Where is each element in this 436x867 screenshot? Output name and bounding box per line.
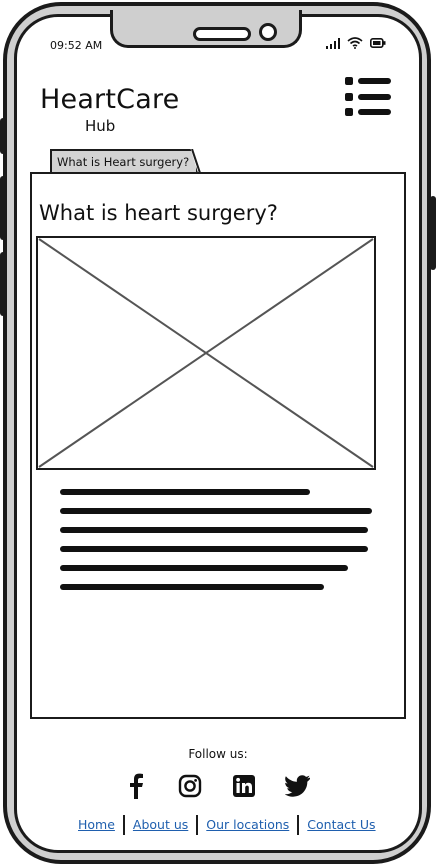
footer-link-our-locations[interactable]: Our locations: [206, 817, 290, 832]
image-placeholder: [36, 236, 376, 470]
footer-link-contact-us[interactable]: Contact Us: [307, 817, 376, 832]
instagram-icon[interactable]: [176, 772, 204, 800]
battery-icon: [370, 38, 386, 48]
phone-notch: [110, 10, 302, 48]
twitter-icon[interactable]: [284, 772, 312, 800]
front-camera: [259, 23, 277, 41]
text-line-placeholder: [60, 527, 368, 533]
status-icons: [326, 37, 386, 49]
paragraph-placeholder: [60, 487, 372, 601]
phone-side-button: [0, 118, 6, 154]
footer-divider: [122, 815, 125, 835]
tab-edge: [191, 149, 201, 173]
footer-link-about-us[interactable]: About us: [132, 817, 189, 832]
follow-us-label: Follow us:: [188, 747, 248, 761]
footer-divider: [297, 815, 300, 835]
page-title: What is heart surgery?: [39, 201, 278, 225]
wifi-icon: [347, 37, 363, 49]
hamburger-menu-icon[interactable]: [344, 76, 392, 118]
tab-what-is-heart-surgery[interactable]: What is Heart surgery?: [50, 149, 198, 173]
linkedin-icon[interactable]: [230, 772, 258, 800]
text-line-placeholder: [60, 584, 324, 590]
phone-side-button: [0, 252, 6, 316]
footer-divider: [196, 815, 199, 835]
signal-icon: [326, 37, 340, 49]
text-line-placeholder: [60, 489, 310, 495]
logo-subtitle: Hub: [85, 117, 116, 135]
phone-side-button: [430, 196, 436, 270]
facebook-icon[interactable]: [122, 772, 150, 800]
text-line-placeholder: [60, 565, 348, 571]
text-line-placeholder: [60, 546, 368, 552]
social-links: [122, 772, 312, 800]
speaker-grille: [193, 27, 251, 41]
phone-side-button: [0, 176, 6, 240]
status-time: 09:52 AM: [50, 39, 103, 52]
text-line-placeholder: [60, 508, 372, 514]
logo-title[interactable]: HeartCare: [40, 84, 180, 115]
footer-link-home[interactable]: Home: [78, 817, 115, 832]
footer-nav: Home About us Our locations Contact Us: [70, 815, 384, 835]
